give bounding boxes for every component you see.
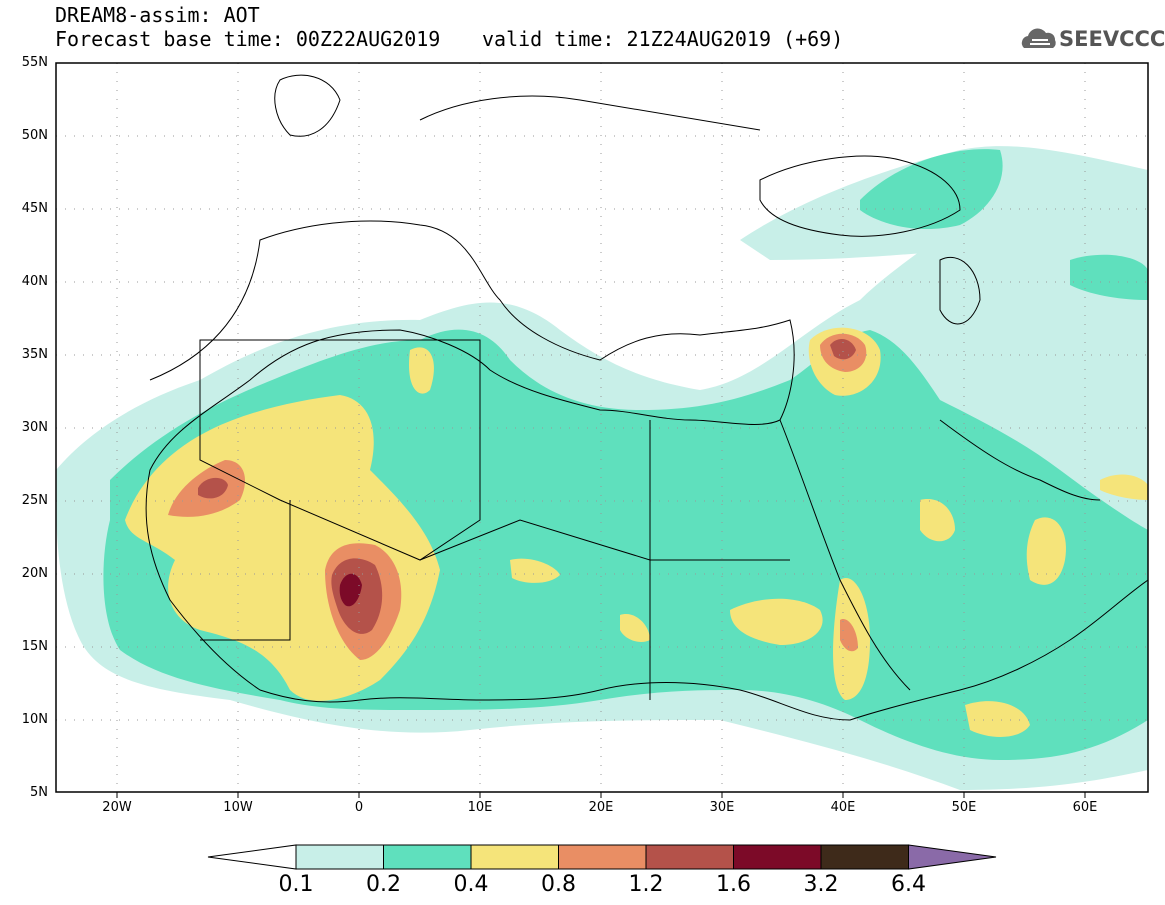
lon-label: 20W <box>102 800 132 815</box>
map-title: DREAM8-assim: AOT <box>55 3 260 27</box>
colorbar <box>207 844 997 870</box>
colorbar-bin-6 <box>733 844 822 870</box>
lon-label: 60E <box>1072 800 1098 815</box>
colorbar-low-arrow <box>207 844 297 870</box>
colorbar-bin-3 <box>470 844 559 870</box>
colorbar-bin-5 <box>645 844 734 870</box>
lon-label: 10W <box>223 800 253 815</box>
cloud-logo-icon <box>1021 28 1056 48</box>
lat-label: 20N <box>21 566 48 581</box>
lat-label: 10N <box>21 712 48 727</box>
graticule <box>56 63 1148 792</box>
lat-label: 40N <box>21 274 48 289</box>
colorbar-label: 1.6 <box>716 872 751 897</box>
lon-label: 20E <box>588 800 614 815</box>
colorbar-high-arrow <box>908 844 997 870</box>
lat-label: 50N <box>21 128 48 143</box>
colorbar-label: 0.2 <box>366 872 401 897</box>
lat-label: 35N <box>21 347 48 362</box>
aot-contours <box>56 146 1148 790</box>
colorbar-label: 0.8 <box>541 872 576 897</box>
lat-label: 15N <box>21 639 48 654</box>
colorbar-label: 0.1 <box>278 872 314 897</box>
valid-time: valid time: 21Z24AUG2019 (+69) <box>482 27 844 51</box>
forecast-base-time: Forecast base time: 00Z22AUG2019 <box>55 27 441 51</box>
lon-label: 30E <box>709 800 735 815</box>
colorbar-bin-1 <box>295 844 384 870</box>
colorbar-bin-2 <box>383 844 472 870</box>
lat-label: 55N <box>21 55 48 70</box>
lat-label: 30N <box>21 420 48 435</box>
lon-label: 50E <box>951 800 977 815</box>
lat-label: 25N <box>21 493 48 508</box>
lon-label: 0 <box>354 800 364 815</box>
colorbar-bin-4 <box>558 844 647 870</box>
lat-label: 45N <box>21 201 48 216</box>
lat-label: 5N <box>30 785 48 800</box>
coastlines <box>145 74 1148 721</box>
seevccc-logo-text: SEEVCCC <box>1059 27 1165 51</box>
colorbar-label: 1.2 <box>628 872 664 897</box>
map-frame <box>55 62 1149 793</box>
colorbar-label: 3.2 <box>803 872 839 897</box>
lon-label: 40E <box>830 800 856 815</box>
colorbar-label: 6.4 <box>891 872 926 897</box>
lon-label: 10E <box>467 800 493 815</box>
colorbar-label: 0.4 <box>453 872 489 897</box>
colorbar-bin-7 <box>820 844 909 870</box>
axis-ticks <box>116 792 1086 798</box>
